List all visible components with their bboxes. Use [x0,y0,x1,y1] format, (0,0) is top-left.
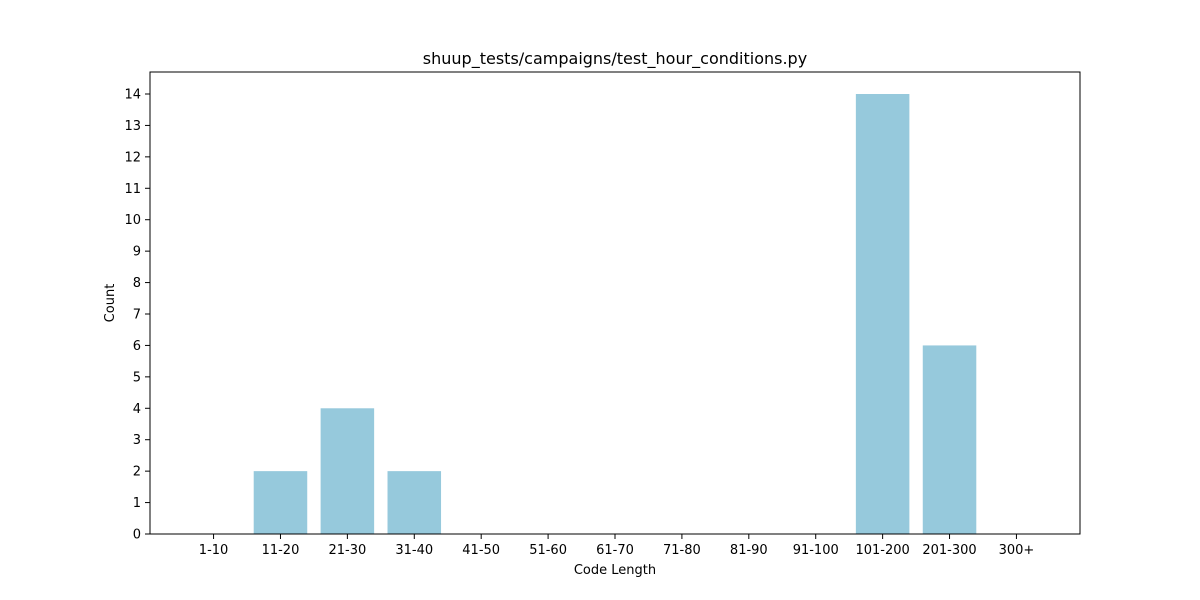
x-tick-label: 91-100 [793,543,839,558]
y-tick-label: 9 [133,245,141,260]
x-tick-label: 11-20 [262,543,300,558]
y-axis-label: Count [103,284,118,323]
x-tick-label: 51-60 [529,543,567,558]
chart-title: shuup_tests/campaigns/test_hour_conditio… [423,49,807,69]
y-tick-label: 3 [133,433,141,448]
x-tick-label: 101-200 [855,543,909,558]
x-tick-label: 201-300 [922,543,976,558]
y-tick-label: 13 [124,119,141,134]
y-tick-label: 5 [133,370,141,385]
bar-101-200 [855,94,910,534]
bar-11-20 [253,471,308,534]
y-tick-label: 7 [133,308,141,323]
y-tick-label: 6 [133,339,141,354]
x-tick-label: 300+ [999,543,1035,558]
y-tick-label: 2 [133,465,141,480]
x-tick-label: 1-10 [199,543,229,558]
bars-group [253,94,977,534]
x-tick-label: 21-30 [328,543,366,558]
y-tick-label: 0 [133,528,141,543]
bar-21-30 [320,408,375,534]
y-tick-label: 10 [124,213,141,228]
y-tick-label: 14 [124,88,141,103]
y-tick-label: 8 [133,276,141,291]
bar-31-40 [387,471,442,534]
x-axis-label: Code Length [574,563,656,578]
x-tick-label: 31-40 [395,543,433,558]
x-tick-label: 71-80 [663,543,701,558]
x-axis-ticks: 1-10 11-20 21-30 31-40 41-50 51-60 61-70 71-80 8… [199,534,1034,558]
y-tick-label: 1 [133,496,141,511]
x-tick-label: 61-70 [596,543,634,558]
bar-201-300 [922,345,977,534]
y-tick-label: 4 [133,402,141,417]
x-tick-label: 41-50 [462,543,500,558]
plot-area-frame [149,71,1081,535]
y-tick-label: 11 [124,182,141,197]
y-tick-label: 12 [124,150,141,165]
x-tick-label: 81-90 [730,543,768,558]
